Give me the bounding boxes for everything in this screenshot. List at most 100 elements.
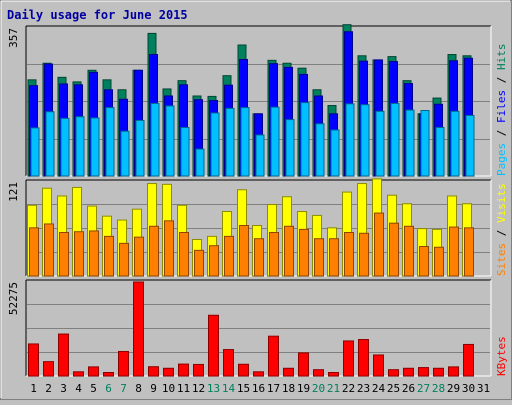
bar-kbytes-day-3 <box>58 333 69 377</box>
x-tick-label-day-21: 21 <box>327 382 340 395</box>
legend-separator: / <box>495 70 508 90</box>
bar-pages-day-23 <box>360 104 370 177</box>
bar-sites-day-21 <box>329 238 339 277</box>
bar-pages-day-19 <box>300 102 310 177</box>
bar-kbytes-day-19 <box>298 352 309 377</box>
x-tick-label-day-3: 3 <box>60 382 67 395</box>
bar-pages-day-18 <box>285 119 295 177</box>
x-tick-label-day-18: 18 <box>282 382 295 395</box>
bar-pages-day-6 <box>105 107 115 177</box>
bar-sites-day-22 <box>344 231 354 277</box>
bar-sites-day-27 <box>419 245 429 277</box>
bar-sites-day-24 <box>374 212 384 277</box>
bar-pages-day-17 <box>270 106 280 177</box>
bar-kbytes-day-22 <box>343 340 354 377</box>
bar-kbytes-day-8 <box>133 281 144 377</box>
bar-kbytes-day-9 <box>148 366 159 377</box>
bar-pages-day-10 <box>165 105 175 177</box>
legend-item-visits: Visits <box>495 183 508 223</box>
bar-pages-day-5 <box>90 117 100 177</box>
x-tick-label-day-6: 6 <box>105 382 112 395</box>
x-tick-label-day-13: 13 <box>207 382 220 395</box>
bar-sites-day-30 <box>464 227 474 277</box>
bar-pages-day-13 <box>210 112 220 177</box>
x-tick-label-day-1: 1 <box>30 382 37 395</box>
bar-sites-day-19 <box>299 228 309 277</box>
x-tick-label-day-22: 22 <box>342 382 355 395</box>
bar-sites-day-28 <box>434 246 444 277</box>
bar-pages-day-14 <box>225 107 235 177</box>
bar-kbytes-day-21 <box>328 371 339 377</box>
x-tick-label-day-17: 17 <box>267 382 280 395</box>
bar-kbytes-day-10 <box>163 367 174 377</box>
bar-kbytes-day-14 <box>223 349 234 377</box>
bar-kbytes-day-5 <box>88 366 99 377</box>
bar-sites-day-13 <box>209 245 219 277</box>
bar-sites-day-16 <box>254 238 264 277</box>
x-tick-label-day-20: 20 <box>312 382 325 395</box>
legend-separator: / <box>495 223 508 243</box>
bar-kbytes-day-15 <box>238 363 249 377</box>
bar-kbytes-day-30 <box>463 343 474 377</box>
panel-middle-max-label: 121 <box>7 182 20 202</box>
bar-sites-day-26 <box>404 225 414 277</box>
x-tick-label-day-24: 24 <box>372 382 386 395</box>
x-tick-label-day-19: 19 <box>297 382 310 395</box>
legend-text: Pages / Files / Hits <box>495 44 508 177</box>
panel-bottom-max-label: 52275 <box>7 282 20 315</box>
bar-sites-day-14 <box>224 235 234 277</box>
legend-text: KBytes <box>495 336 508 376</box>
bar-pages-day-9 <box>150 102 160 177</box>
x-tick-label-day-26: 26 <box>402 382 415 395</box>
bar-pages-day-16 <box>255 134 265 177</box>
bar-sites-day-12 <box>194 249 204 277</box>
x-tick-label-day-5: 5 <box>90 382 97 395</box>
x-tick-label-day-4: 4 <box>75 382 82 395</box>
bar-pages-day-22 <box>345 103 355 177</box>
bar-pages-day-26 <box>405 109 415 177</box>
bar-pages-day-27 <box>420 109 430 177</box>
x-tick-label-day-15: 15 <box>237 382 250 395</box>
panels-layer: 357 Pages / Files / Hits 121 Sites / Visits… <box>7 24 508 377</box>
legend-item-sites: Sites <box>495 243 508 276</box>
bar-kbytes-day-16 <box>253 371 264 377</box>
bar-pages-day-20 <box>315 123 325 177</box>
bar-pages-day-29 <box>450 110 460 177</box>
bar-sites-day-8 <box>134 236 144 277</box>
bar-sites-day-17 <box>269 231 279 277</box>
bar-sites-day-4 <box>74 231 84 277</box>
bar-kbytes-day-13 <box>208 314 219 377</box>
x-tick-label-day-2: 2 <box>45 382 52 395</box>
bar-sites-day-25 <box>389 222 399 277</box>
x-tick-label-day-29: 29 <box>447 382 460 395</box>
bar-pages-day-2 <box>45 111 55 177</box>
x-tick-label-day-28: 28 <box>432 382 445 395</box>
x-tick-label-day-7: 7 <box>120 382 127 395</box>
bar-sites-day-29 <box>449 226 459 277</box>
bar-pages-day-21 <box>330 129 340 177</box>
x-tick-label-day-10: 10 <box>162 382 175 395</box>
bar-kbytes-day-12 <box>193 363 204 377</box>
bar-pages-day-4 <box>75 116 85 177</box>
bar-kbytes-day-26 <box>403 367 414 377</box>
bar-pages-day-25 <box>390 102 400 177</box>
bar-sites-day-20 <box>314 238 324 277</box>
bar-pages-day-7 <box>120 130 130 177</box>
bar-pages-day-24 <box>375 110 385 177</box>
x-tick-label-day-8: 8 <box>135 382 142 395</box>
bar-sites-day-5 <box>89 230 99 277</box>
bar-kbytes-day-1 <box>28 343 39 377</box>
bar-kbytes-day-17 <box>268 335 279 377</box>
bar-sites-day-3 <box>59 231 69 277</box>
bar-pages-day-11 <box>180 126 190 177</box>
bar-kbytes-day-25 <box>388 369 399 377</box>
bar-sites-day-11 <box>179 231 189 277</box>
legend-text: Sites / Visits <box>495 183 508 276</box>
x-tick-label-day-30: 30 <box>462 382 475 395</box>
x-tick-label-day-9: 9 <box>150 382 157 395</box>
bar-sites-day-15 <box>239 225 249 277</box>
panel-top-legend: Pages / Files / Hits <box>495 44 508 177</box>
bar-pages-day-15 <box>240 107 250 177</box>
